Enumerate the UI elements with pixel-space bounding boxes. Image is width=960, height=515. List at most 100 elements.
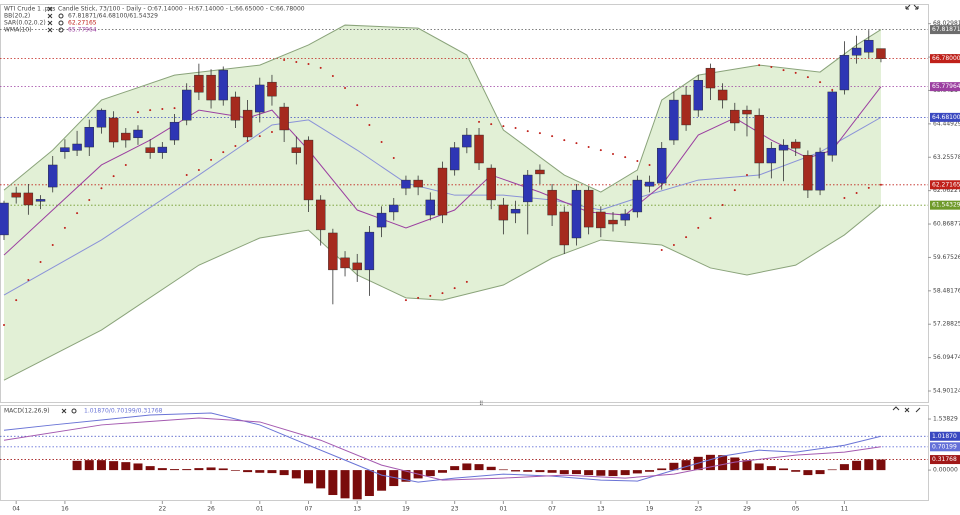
histogram-bar bbox=[267, 470, 277, 474]
candle-body bbox=[596, 211, 606, 229]
sar-dot bbox=[51, 243, 54, 246]
chart-info: Candle Stick, 73/100 - Daily - O:67.1400… bbox=[58, 6, 305, 13]
sar-dot bbox=[879, 183, 882, 186]
marker-label: 0.31768 bbox=[932, 456, 957, 463]
histogram-bar bbox=[742, 460, 752, 471]
wma-label: WMA(10) bbox=[4, 27, 32, 34]
histogram-bar bbox=[304, 470, 313, 484]
x-tick-label: 23 bbox=[694, 506, 702, 513]
macd-line bbox=[3, 412, 882, 483]
histogram-bar bbox=[645, 470, 655, 472]
candle-body bbox=[803, 154, 813, 191]
histogram-bar bbox=[243, 470, 253, 473]
histogram-bar bbox=[316, 470, 326, 489]
macd-panel bbox=[0, 405, 929, 501]
sar-dot bbox=[685, 236, 688, 239]
sar-dot bbox=[587, 146, 590, 149]
sar-dot bbox=[222, 151, 225, 154]
histogram-bar bbox=[255, 470, 265, 473]
splitter[interactable]: ⠿ bbox=[479, 401, 483, 408]
candle-body bbox=[35, 199, 46, 202]
sar-dot bbox=[526, 130, 529, 133]
marker-box bbox=[930, 442, 960, 452]
x-tick-label: 19 bbox=[402, 506, 410, 513]
marker-box bbox=[930, 200, 960, 210]
sar-dot bbox=[149, 109, 152, 112]
sar-dot bbox=[636, 160, 639, 163]
candle-body bbox=[657, 147, 667, 184]
candle-body bbox=[206, 74, 216, 101]
toolbar bbox=[47, 4, 921, 414]
settings-icon[interactable] bbox=[58, 13, 64, 19]
legend: WTI Crude 1 .pos Candle Stick, 73/100 - … bbox=[4, 6, 305, 415]
sar-dot bbox=[39, 261, 42, 264]
candle-body bbox=[194, 74, 204, 93]
candle-body bbox=[486, 167, 496, 201]
candle-body bbox=[364, 231, 375, 271]
candle-body bbox=[108, 117, 119, 143]
histogram-bar bbox=[779, 468, 789, 471]
sar-dot bbox=[612, 153, 614, 156]
x-tick-label: 11 bbox=[841, 506, 849, 513]
candle-body bbox=[535, 169, 545, 175]
candle-body bbox=[291, 147, 302, 153]
candle-body bbox=[644, 181, 655, 187]
sar-dot bbox=[234, 144, 237, 147]
histogram-bar bbox=[827, 469, 837, 471]
candle-body bbox=[255, 84, 265, 113]
sar-dot bbox=[27, 278, 30, 281]
close-icons[interactable] bbox=[47, 6, 53, 33]
histogram-bar bbox=[511, 470, 521, 472]
sar-dot bbox=[100, 187, 103, 190]
candle-body bbox=[730, 109, 740, 124]
settings-icon[interactable] bbox=[71, 408, 77, 414]
y-tick-label: 0.00000 bbox=[933, 467, 958, 474]
x-tick-label: 23 bbox=[451, 506, 459, 513]
histogram-bar bbox=[669, 462, 679, 471]
candle-body bbox=[717, 89, 728, 101]
sar-dot bbox=[490, 123, 493, 126]
close-icon[interactable] bbox=[61, 408, 67, 414]
sar-dot bbox=[855, 191, 858, 194]
sar-dot bbox=[283, 59, 286, 62]
x-tick-label: 22 bbox=[159, 506, 167, 513]
macd-values: 1.01870/0.70199/0.31768 bbox=[84, 408, 163, 415]
marker-label: 64.68100 bbox=[932, 114, 960, 121]
histogram-bar bbox=[852, 460, 862, 471]
settings-icon[interactable] bbox=[58, 27, 64, 33]
histogram-bar bbox=[571, 470, 581, 475]
x-tick-label: 07 bbox=[548, 506, 556, 513]
sar-dot bbox=[173, 107, 176, 110]
window-icons[interactable] bbox=[905, 4, 919, 10]
marker-box bbox=[930, 180, 960, 190]
sar-dot bbox=[392, 156, 395, 159]
histogram-bar bbox=[206, 467, 216, 471]
candle-body bbox=[303, 139, 314, 201]
histogram-bar bbox=[608, 470, 618, 477]
settings-icon[interactable] bbox=[58, 20, 64, 26]
histogram-bar bbox=[547, 470, 557, 473]
histogram-bar bbox=[109, 461, 119, 471]
sar-dot bbox=[831, 88, 834, 91]
candle-body bbox=[474, 134, 484, 164]
histogram-bar bbox=[377, 470, 387, 491]
macd-window-icons[interactable] bbox=[892, 406, 921, 413]
sar-dot bbox=[295, 61, 298, 64]
histogram-bar bbox=[474, 464, 484, 471]
histogram-bar bbox=[815, 470, 825, 475]
histogram-bar bbox=[72, 460, 82, 471]
candle-body bbox=[157, 146, 168, 153]
sar-dot bbox=[380, 141, 383, 144]
candle-body bbox=[0, 202, 9, 236]
sar-dot bbox=[76, 212, 79, 215]
sar-dot bbox=[270, 130, 273, 133]
candle-body bbox=[462, 134, 472, 148]
sar-value: 62.27165 bbox=[68, 20, 97, 27]
histogram-bar bbox=[425, 470, 435, 477]
candle-body bbox=[315, 199, 326, 231]
histogram-bar bbox=[194, 468, 204, 471]
sar-dot bbox=[465, 280, 468, 283]
sar-dot bbox=[709, 217, 712, 220]
histogram-bar bbox=[84, 460, 94, 471]
